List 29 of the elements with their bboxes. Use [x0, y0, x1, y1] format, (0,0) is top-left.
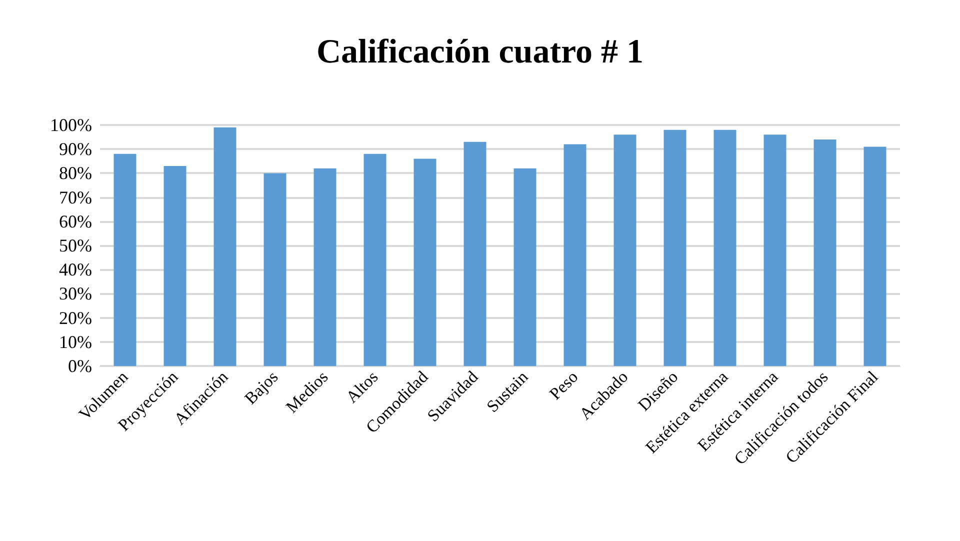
y-tick-label: 30%	[59, 284, 92, 304]
y-tick-label: 90%	[59, 139, 92, 160]
bar	[364, 154, 386, 366]
bar	[464, 142, 486, 366]
bar	[814, 139, 836, 366]
bar	[114, 154, 136, 366]
chart-title: Calificación cuatro # 1	[316, 34, 644, 70]
bar	[164, 166, 186, 366]
bar	[314, 168, 336, 366]
y-tick-label: 40%	[59, 260, 92, 280]
bar	[514, 168, 536, 366]
bar	[764, 134, 786, 366]
bar	[664, 130, 686, 366]
y-tick-label: 20%	[59, 308, 92, 328]
bar	[214, 127, 236, 366]
y-tick-label: 80%	[59, 163, 92, 184]
bar	[714, 130, 736, 366]
bar	[864, 146, 886, 366]
y-tick-label: 0%	[68, 356, 92, 376]
y-tick-label: 50%	[59, 236, 92, 256]
x-tick-label: Peso	[546, 367, 582, 404]
bar	[414, 158, 436, 366]
y-tick-label: 100%	[50, 115, 92, 135]
bar	[564, 144, 586, 366]
y-tick-label: 60%	[59, 211, 92, 232]
bar	[614, 134, 636, 366]
y-tick-label: 10%	[59, 332, 92, 352]
bar	[264, 173, 286, 366]
y-tick-label: 70%	[59, 187, 92, 208]
